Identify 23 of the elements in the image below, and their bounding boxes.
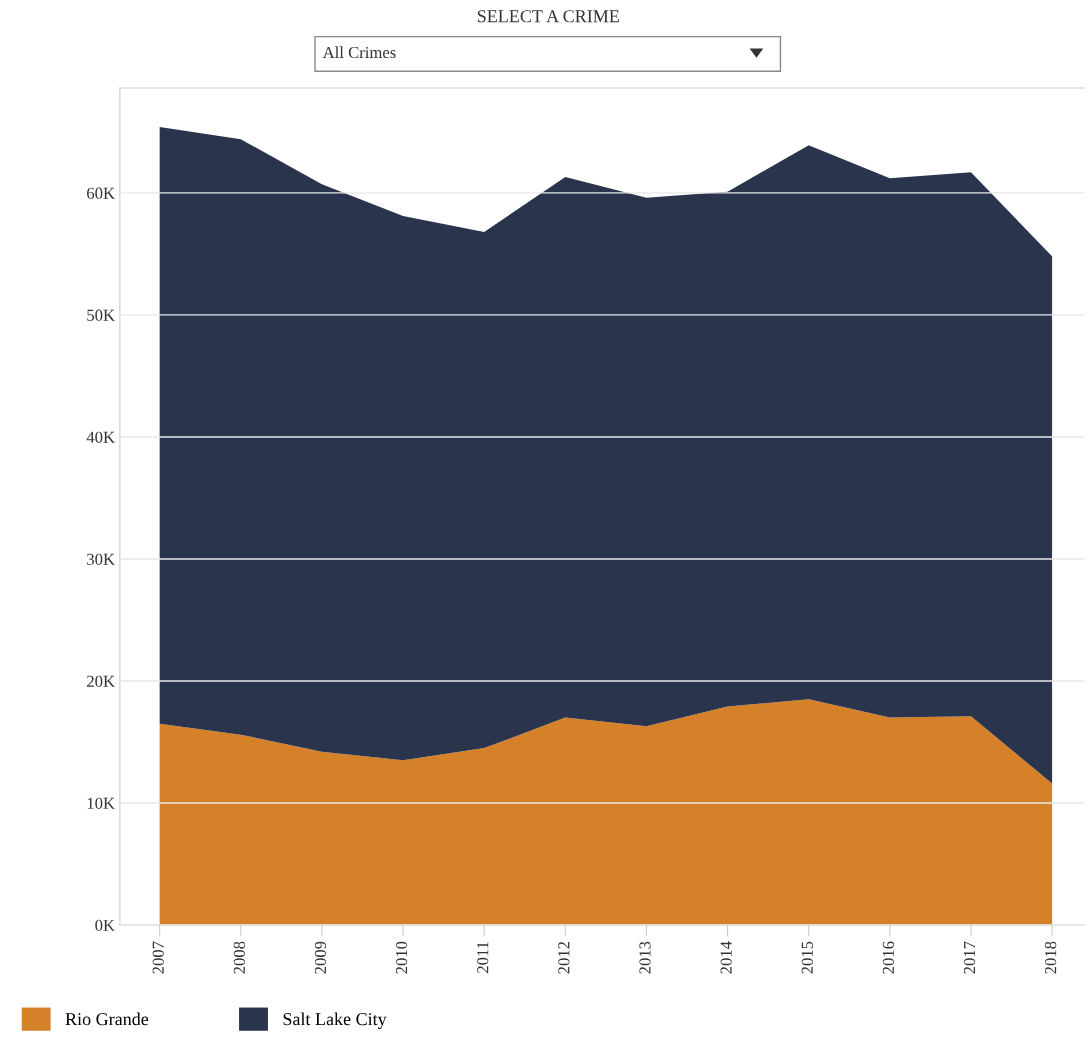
x-tick-label: 2016 <box>882 941 895 974</box>
y-tick-label: 10K <box>87 797 115 809</box>
x-tick-label: 2014 <box>720 941 732 974</box>
text: All Crimes <box>322 46 396 59</box>
x-tick-label: 2010 <box>395 941 408 974</box>
x-tick-label: 2007 <box>152 941 164 974</box>
y-tick-label: 40K <box>86 431 115 443</box>
chart-title: SELECT A CRIME <box>477 10 619 23</box>
y-tick-label: 20K <box>87 675 115 687</box>
x-tick-label: 2017 <box>963 941 976 974</box>
y-tick-label: 50K <box>87 309 115 321</box>
x-tick-label: 2013 <box>639 941 651 974</box>
x-tick-label: 2012 <box>558 941 570 974</box>
y-tick-label: 0K <box>95 919 115 931</box>
x-tick-label: 2009 <box>314 941 327 974</box>
x-tick-label: 2008 <box>233 941 245 974</box>
y-tick-label: 60K <box>87 187 115 199</box>
x-tick-label: 2011 <box>477 942 489 973</box>
x-tick-label: 2018 <box>1045 941 1057 974</box>
legend-label: Rio Grande <box>65 1012 149 1026</box>
y-tick-label: 30K <box>87 553 115 565</box>
legend-label: Salt Lake City <box>283 1012 387 1029</box>
x-tick-label: 2015 <box>801 941 813 974</box>
